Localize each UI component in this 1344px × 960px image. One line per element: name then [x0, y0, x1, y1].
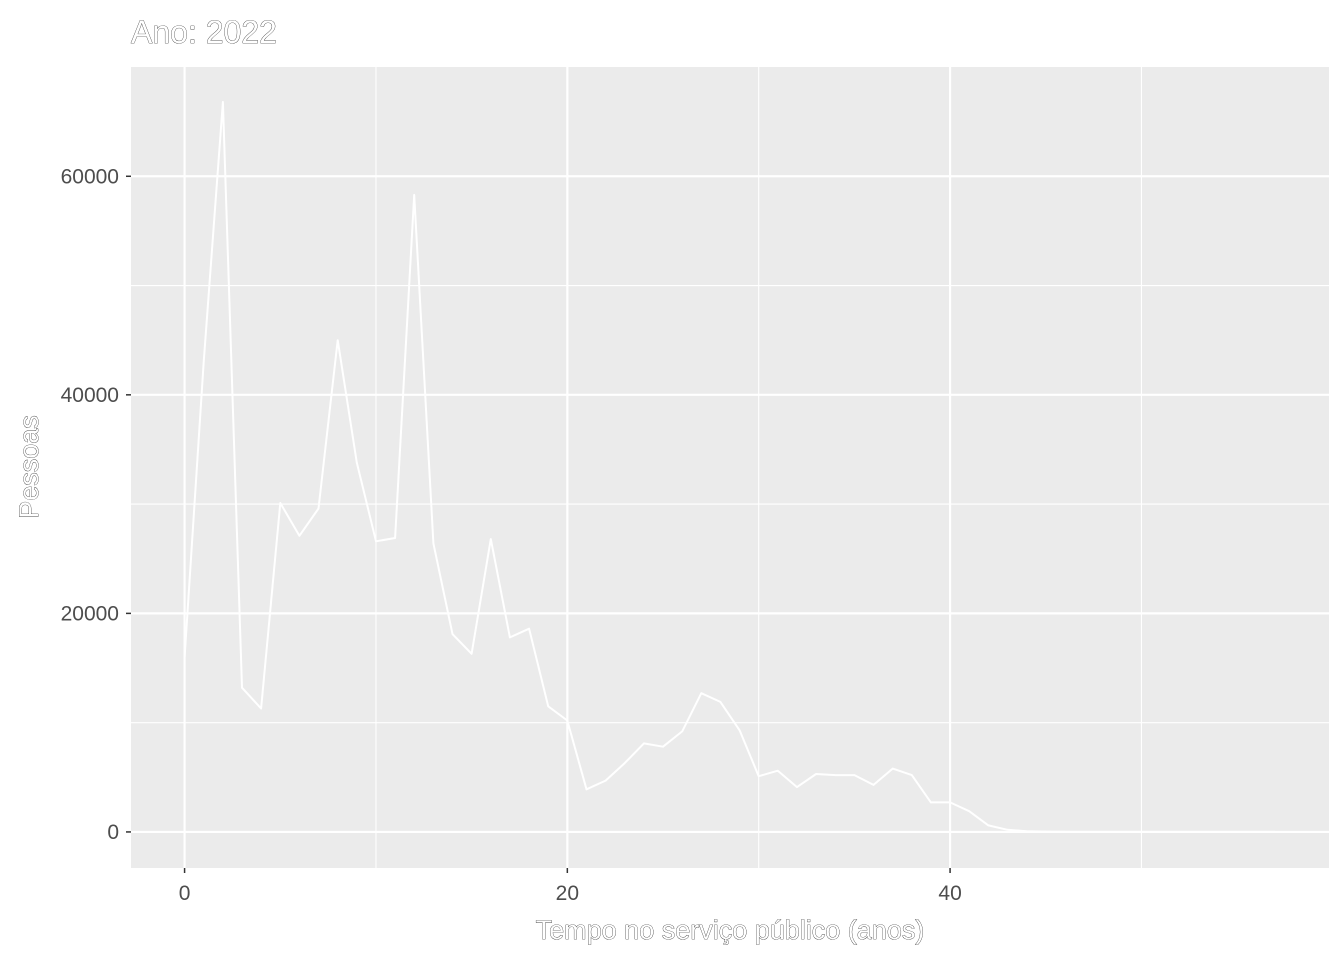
data-point: [375, 540, 377, 543]
minor-gridlines: [131, 67, 1329, 868]
data-point: [298, 534, 301, 537]
x-axis-title: Tempo no serviço público (anos): [536, 915, 925, 945]
data-point: [834, 774, 837, 776]
x-tick-label: 40: [938, 882, 961, 905]
data-point: [279, 502, 282, 504]
data-point: [815, 773, 817, 775]
data-point: [1140, 831, 1143, 833]
data-point: [241, 686, 243, 689]
data-point: [1236, 831, 1238, 833]
chart-title: Ano: 2022: [131, 14, 277, 50]
data-point: [1255, 831, 1258, 833]
y-axis: 0 20000 40000 60000: [61, 165, 131, 844]
data-point: [413, 194, 416, 196]
data-point: [489, 538, 492, 540]
x-tick-label: 0: [179, 882, 191, 905]
data-point: [1198, 831, 1200, 833]
data-point: [509, 636, 511, 639]
data-point: [604, 779, 607, 782]
data-point: [1217, 831, 1219, 833]
data-point: [853, 774, 856, 776]
data-point: [623, 762, 626, 764]
data-point: [757, 775, 760, 778]
data-point: [796, 786, 798, 788]
data-point: [336, 339, 339, 341]
data-point: [585, 788, 588, 791]
data-point: [1121, 831, 1124, 833]
data-point: [183, 656, 186, 658]
data-point: [566, 719, 569, 722]
data-point: [394, 537, 396, 539]
data-point: [547, 705, 549, 708]
data-point: [1178, 831, 1181, 833]
data-point: [1044, 830, 1047, 833]
series-line: [183, 101, 1276, 833]
data-point: [356, 461, 358, 464]
data-point: [528, 627, 530, 630]
y-tick-label: 60000: [61, 165, 119, 188]
data-point: [1006, 828, 1009, 831]
data-point: [930, 801, 932, 804]
data-point: [1083, 831, 1085, 833]
x-axis: 0 20 40: [179, 868, 962, 905]
x-tick-label: 20: [556, 882, 579, 905]
panel-background: [131, 67, 1329, 868]
series-layer: [183, 101, 1277, 833]
data-point: [317, 507, 320, 510]
y-tick-label: 20000: [61, 602, 119, 625]
data-point: [987, 824, 990, 827]
data-point: [891, 767, 894, 770]
data-point: [1274, 831, 1277, 833]
data-point: [470, 653, 473, 655]
data-point: [777, 769, 779, 772]
data-point: [202, 361, 205, 363]
data-point: [260, 707, 262, 710]
y-tick-label: 40000: [61, 384, 119, 407]
data-point: [1064, 830, 1066, 833]
data-point: [1025, 830, 1028, 832]
data-point: [222, 101, 224, 103]
data-point: [738, 729, 741, 732]
data-point: [1102, 831, 1104, 833]
data-point: [949, 801, 951, 804]
data-point: [1159, 831, 1162, 833]
data-point: [643, 742, 645, 745]
data-point: [451, 633, 454, 635]
data-point: [681, 730, 683, 733]
data-point: [700, 692, 703, 694]
data-point: [872, 784, 875, 786]
data-point: [719, 701, 722, 703]
y-tick-label: 0: [107, 821, 119, 844]
data-point: [911, 774, 913, 776]
data-point: [662, 745, 664, 748]
y-axis-title: Pessoas: [14, 415, 44, 519]
data-point: [968, 810, 971, 812]
data-point: [432, 542, 435, 545]
